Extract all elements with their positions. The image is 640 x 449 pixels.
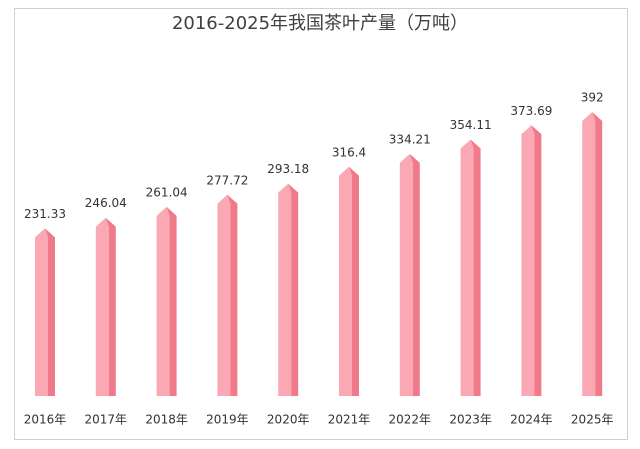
x-tick-label: 2017年 [85, 413, 128, 427]
data-label: 231.33 [24, 207, 66, 221]
bar [278, 183, 299, 396]
bar-front [582, 112, 596, 396]
bar-front [460, 139, 474, 396]
data-label: 354.11 [450, 118, 492, 132]
bar-front [35, 228, 48, 396]
bar [217, 194, 238, 396]
bar-side [288, 183, 299, 396]
data-label: 373.69 [510, 104, 552, 118]
x-tick-label: 2021年 [328, 413, 371, 427]
chart-title: 2016-2025年我国茶叶产量（万吨） [172, 13, 468, 34]
x-tick-label: 2020年 [267, 413, 310, 427]
x-tick-label: 2025年 [571, 413, 614, 427]
bar-front [278, 183, 292, 396]
x-tick-label: 2019年 [206, 413, 249, 427]
bar-side [227, 194, 238, 396]
bar-side [470, 139, 481, 396]
bar-front [339, 166, 352, 396]
x-tick-label: 2016年 [24, 413, 67, 427]
x-tick-label: 2022年 [389, 413, 432, 427]
bar [582, 112, 603, 396]
bar [156, 206, 177, 396]
data-label: 392 [581, 91, 604, 105]
bar-side [166, 206, 177, 396]
x-tick-label: 2023年 [449, 413, 492, 427]
data-label: 277.72 [206, 173, 248, 187]
data-label: 293.18 [267, 162, 309, 176]
bar-front [156, 206, 170, 396]
bar-side [349, 166, 359, 396]
bar [521, 125, 542, 396]
bar-side [105, 217, 116, 396]
data-label: 316.4 [332, 145, 366, 159]
bar-front [521, 125, 535, 396]
bar [339, 166, 359, 396]
bar [35, 228, 55, 396]
bar-front [399, 153, 413, 396]
x-tick-label: 2018年 [145, 413, 188, 427]
data-label: 334.21 [389, 132, 431, 146]
bar [460, 139, 481, 396]
bar-side [45, 228, 55, 396]
bar-side [592, 112, 603, 396]
bar-front [95, 217, 109, 396]
data-label: 261.04 [146, 185, 188, 199]
bar [399, 153, 420, 396]
bar-front [217, 194, 231, 396]
bar-side [409, 153, 420, 396]
bar-side [531, 125, 542, 396]
data-label: 246.04 [85, 196, 127, 210]
x-tick-label: 2024年 [510, 413, 553, 427]
bar [95, 217, 116, 396]
